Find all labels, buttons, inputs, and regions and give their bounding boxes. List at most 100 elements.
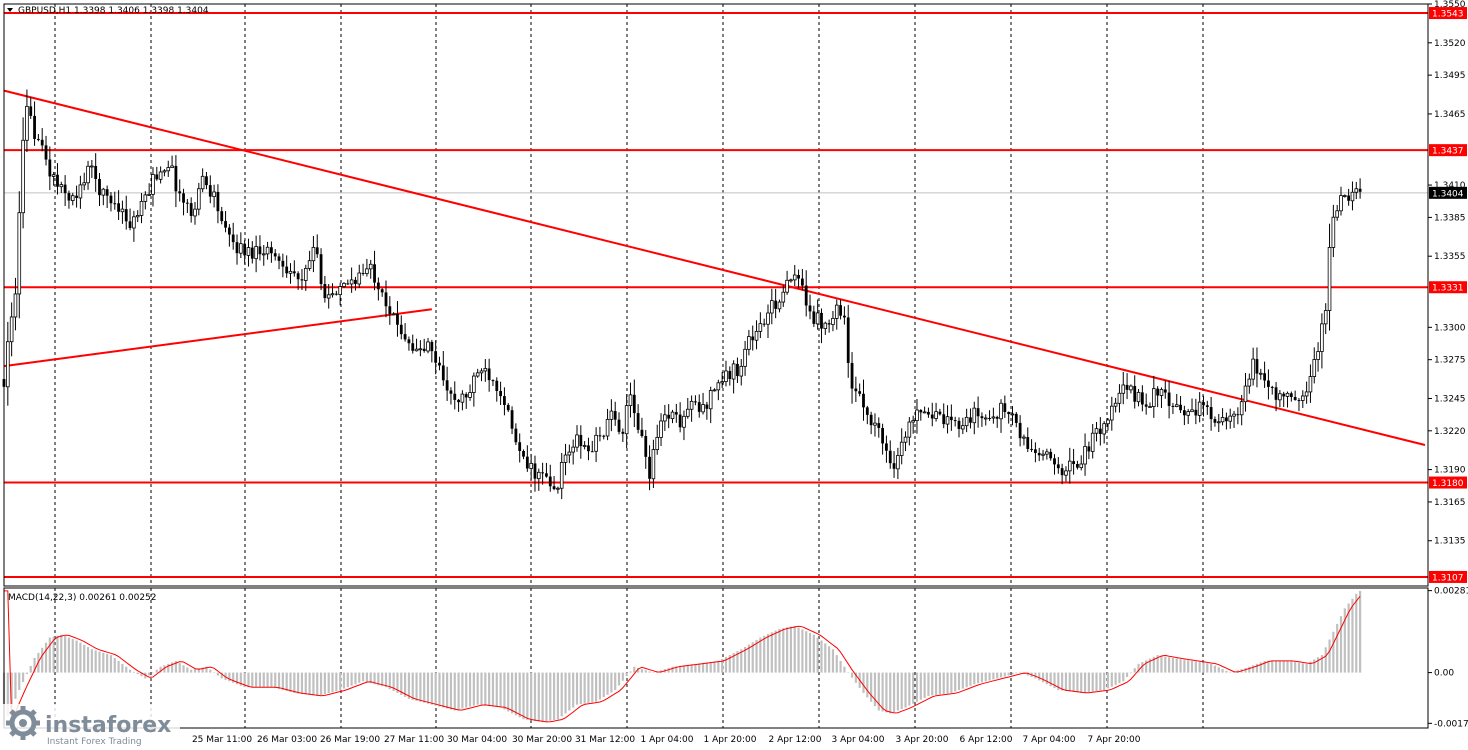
macd-histogram-bar: [335, 672, 338, 692]
candle-body-bear: [220, 211, 224, 222]
candle-body-bear: [1236, 414, 1240, 416]
candle-body-bear: [1156, 388, 1160, 396]
candle-body-bull: [426, 341, 430, 352]
macd-histogram-bar: [560, 672, 563, 717]
macd-histogram-bar: [155, 669, 158, 673]
macd-histogram-bar: [816, 637, 819, 673]
macd-histogram-bar: [1003, 672, 1006, 677]
macd-histogram-bar: [1274, 660, 1278, 673]
candle-body-bull: [594, 434, 598, 452]
macd-histogram-bar: [1282, 660, 1285, 673]
candle-body-bull: [1343, 195, 1347, 197]
macd-histogram-bar: [1164, 656, 1167, 673]
macd-histogram-bar: [854, 672, 857, 683]
candle-body-bear: [258, 246, 262, 255]
macd-histogram-bar: [541, 672, 544, 723]
macd-histogram-bar: [763, 635, 766, 673]
macd-histogram-bar: [877, 672, 880, 711]
macd-histogram-bar: [1034, 672, 1037, 679]
candle-body-bull: [357, 272, 362, 285]
macd-histogram-bar: [10, 672, 13, 708]
macd-histogram-bar: [595, 672, 598, 702]
axes: 25 Mar 11:00 26 Mar 03:00 26 Mar 19:00 27 M…: [3, 0, 1468, 745]
macd-histogram-bar: [67, 637, 71, 673]
candle-body-bull: [25, 106, 29, 141]
macd-histogram-bar: [1156, 655, 1159, 673]
price-badges: 1.3543 1.3437 1.3331 1.3180 1.3107 1.3404: [1429, 7, 1467, 583]
candle-body-bull: [59, 184, 64, 188]
candle-body-bull: [1094, 428, 1099, 434]
candle-body-bear: [995, 416, 999, 419]
candle-body-bear: [869, 414, 873, 426]
candle-body-bull: [628, 394, 633, 407]
macd-histogram-bar: [537, 672, 540, 722]
candle-body-bear: [36, 138, 40, 140]
macd-histogram-bar: [633, 666, 636, 673]
candle-body-bear: [1087, 446, 1091, 452]
macd-histogram-bar: [297, 672, 300, 694]
macd-histogram-bar: [495, 672, 498, 708]
candle-body-bear: [224, 221, 227, 228]
candle-body-bull: [1083, 446, 1087, 465]
watermark-tagline: Instant Forex Trading: [47, 737, 142, 747]
macd-histogram-bar: [174, 660, 177, 673]
macd-histogram-bar: [94, 650, 97, 673]
macd-histogram-bar: [648, 671, 651, 673]
macd-histogram-bar: [862, 672, 865, 693]
macd-histogram-bar: [1129, 672, 1132, 674]
macd-histogram-bar: [1236, 670, 1239, 673]
candle-body-bull: [162, 170, 167, 173]
macd-histogram-bar: [484, 672, 487, 706]
macd-histogram-bar: [682, 665, 686, 673]
macd-histogram-bar: [25, 672, 29, 675]
macd-histogram-bar: [1294, 662, 1297, 673]
candle-body-bull: [342, 282, 346, 287]
macd-histogram-bar: [717, 660, 720, 673]
x-tick-label: 6 Apr 12:00: [960, 735, 1013, 745]
candle-body-bear: [1037, 452, 1041, 456]
macd-histogram-bar: [1217, 667, 1220, 673]
candle-body-bull: [655, 437, 660, 450]
macd-histogram-bar: [507, 672, 510, 712]
candle-body-bull: [1152, 388, 1156, 407]
candle-body-bear: [1125, 384, 1129, 390]
level-badge: [1429, 476, 1467, 489]
macd-histogram-bar: [614, 672, 617, 691]
candle-body-bull: [1041, 453, 1045, 456]
candle-body-bull: [571, 446, 575, 453]
macd-histogram-bar: [721, 658, 724, 673]
candle-body-bull: [1106, 419, 1110, 425]
candle-body-bear: [804, 285, 808, 306]
candle-body-bear: [354, 279, 357, 284]
candle-body-bull: [1243, 385, 1248, 403]
macd-histogram-bar: [778, 628, 781, 673]
candle-body-bear: [403, 334, 407, 340]
macd-histogram-bar: [365, 672, 368, 683]
candle-body-bear: [510, 410, 514, 429]
candle-body-bear: [545, 473, 548, 477]
macd-histogram-bar: [79, 642, 82, 673]
candle-body-bear: [373, 264, 376, 283]
macd-histogram-bar: [44, 642, 48, 673]
macd-histogram-bar: [274, 672, 277, 689]
macd-histogram-bar: [201, 667, 204, 673]
macd-histogram-bar: [797, 627, 800, 673]
macd-histogram-bar: [1347, 603, 1350, 673]
candle-body-bear: [346, 283, 350, 285]
macd-histogram-bar: [1015, 672, 1018, 674]
instaforex-logo-icon: [6, 706, 40, 740]
macd-histogram-bar: [831, 649, 835, 673]
macd-histogram-bar: [766, 634, 770, 673]
candle-body-bull: [1110, 405, 1114, 421]
macd-histogram-bar: [835, 655, 838, 673]
macd-histogram-bar: [316, 672, 319, 696]
candle-body-bull: [609, 410, 614, 420]
macd-histogram-bar: [789, 626, 793, 673]
macd-histogram-bar: [747, 644, 750, 673]
candle-body-bear: [1072, 461, 1075, 465]
macd-histogram-bar: [300, 672, 304, 694]
candle-body-bear: [124, 209, 128, 222]
candle-body-bear: [1225, 417, 1228, 422]
macd-histogram-bar: [732, 653, 735, 673]
